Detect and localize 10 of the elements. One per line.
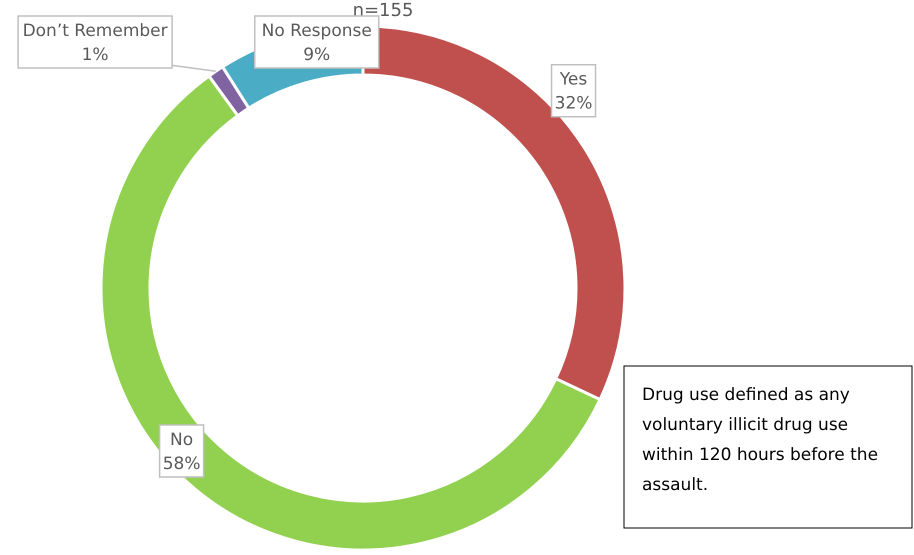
chart-title: n=155 [352, 0, 414, 21]
slice-label: Yes [558, 70, 588, 90]
slice-label: Don’t Remember [22, 21, 168, 41]
data-label: 9% [303, 45, 330, 65]
data-label: 1% [82, 45, 109, 65]
data-label: 58% [162, 454, 201, 474]
data-label: 32% [554, 94, 592, 114]
text: Drug use defined as any voluntary illicit drug use within 120 hours before the assault. [642, 385, 878, 495]
slice-label: No [170, 430, 194, 450]
slice-label: No Response [262, 21, 372, 41]
